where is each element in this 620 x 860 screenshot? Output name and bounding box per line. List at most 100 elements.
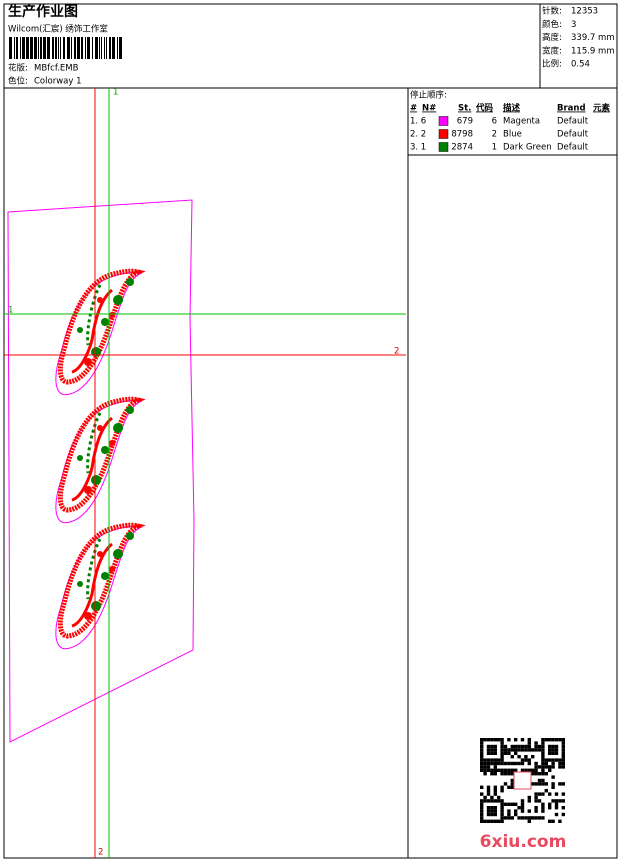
qr-module — [537, 744, 542, 749]
qr-module — [537, 765, 542, 769]
qr-module — [517, 761, 521, 766]
qr-module — [537, 772, 542, 776]
qr-module — [493, 809, 497, 813]
column-header: N# — [422, 104, 436, 114]
qr-module — [534, 816, 538, 820]
qr-module — [490, 799, 494, 803]
qr-module — [537, 778, 542, 783]
qr-module — [520, 744, 525, 749]
qr-module — [486, 806, 491, 810]
bar — [14, 37, 15, 59]
qr-module — [507, 772, 511, 776]
bar — [81, 37, 83, 59]
qr-module — [490, 738, 494, 742]
qr-module — [541, 792, 545, 796]
marker: 1 — [113, 88, 118, 98]
bar — [101, 37, 102, 59]
qr-module — [500, 799, 504, 803]
qr-module — [493, 785, 497, 789]
qr-module — [507, 738, 511, 742]
qr-module — [551, 782, 555, 786]
qr-module — [514, 761, 518, 766]
qr-module — [551, 761, 555, 766]
qr-module — [500, 812, 504, 817]
qr-module — [510, 761, 514, 766]
qr-module — [483, 758, 487, 762]
qr-module — [480, 744, 484, 749]
qr-module — [548, 768, 552, 772]
qr-module — [480, 816, 484, 820]
qr-module — [548, 765, 552, 769]
qr-module — [544, 758, 548, 762]
qr-module — [554, 738, 559, 742]
qr-module — [551, 758, 555, 762]
qr-module — [490, 809, 494, 813]
qr-module — [544, 738, 548, 742]
qr-module — [534, 806, 538, 810]
qr-module — [490, 812, 494, 817]
qr-module — [486, 792, 491, 796]
qr-module — [520, 758, 525, 762]
qr-module — [483, 761, 487, 766]
qr-module — [503, 744, 508, 749]
qr-module — [524, 816, 528, 820]
paisley — [56, 271, 141, 395]
qr-module — [493, 748, 497, 752]
qr-module — [541, 738, 545, 742]
qr-module — [551, 744, 555, 749]
qr-module — [507, 761, 511, 766]
qr-module — [483, 738, 487, 742]
qr-module — [544, 789, 548, 793]
qr-module — [486, 751, 491, 755]
qr-module — [510, 802, 514, 806]
qr-module — [493, 806, 497, 810]
qr-module — [554, 751, 559, 755]
qr-module — [537, 782, 542, 786]
qr-module — [486, 819, 491, 823]
qr-module — [561, 792, 565, 796]
column-header: # — [410, 104, 417, 114]
qr-module — [541, 809, 545, 813]
qr-module — [493, 799, 497, 803]
bar — [63, 37, 65, 59]
qr-module — [554, 812, 559, 817]
code: 6 — [492, 117, 497, 127]
qr-module — [514, 744, 518, 749]
qr-module — [480, 751, 484, 755]
qr-module — [527, 744, 531, 749]
qr-module — [493, 744, 497, 749]
brand: Default — [557, 143, 589, 153]
qr-module — [514, 812, 518, 817]
qr-module — [493, 819, 497, 823]
watermark: 6xiu.com — [480, 832, 567, 852]
qr-module — [534, 748, 538, 752]
qr-module — [534, 761, 538, 766]
qr-module — [548, 738, 552, 742]
qr-module — [531, 748, 535, 752]
bar — [60, 37, 61, 59]
qr-module — [507, 809, 511, 813]
brand: Default — [557, 117, 589, 127]
qr-module — [531, 755, 535, 759]
qr-module — [517, 744, 521, 749]
qr-module — [483, 765, 487, 769]
qr-module — [527, 809, 531, 813]
stat-label: 宽度: — [542, 45, 562, 56]
qr-module — [486, 761, 491, 766]
qr-module — [541, 806, 545, 810]
qr-module — [561, 751, 565, 755]
qr-module — [480, 802, 484, 806]
qr-module — [480, 738, 484, 742]
qr-module — [544, 772, 548, 776]
qr-module — [510, 768, 514, 772]
stat-label: 高度: — [542, 32, 562, 43]
qr-module — [503, 772, 508, 776]
qr-module — [480, 755, 484, 759]
qr-module — [561, 812, 565, 817]
qr-module — [493, 812, 497, 817]
qr-module — [520, 738, 525, 742]
qr-module — [561, 755, 565, 759]
qr-module — [514, 738, 518, 742]
qr-module — [503, 816, 508, 820]
qr-module — [534, 768, 538, 772]
